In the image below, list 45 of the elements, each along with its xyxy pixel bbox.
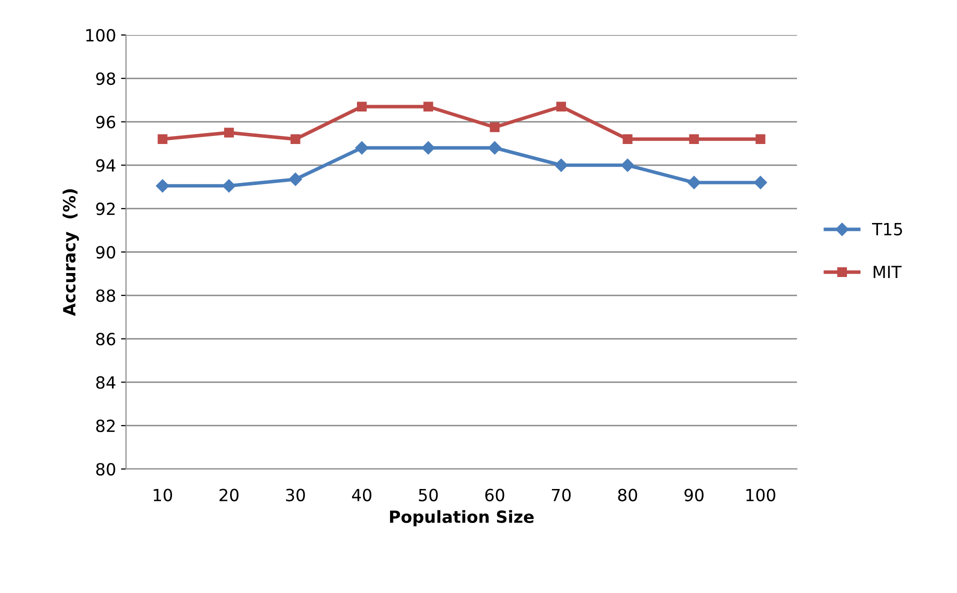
y-axis-title: Accuracy (%) xyxy=(62,189,79,316)
x-tick-label: 40 xyxy=(352,488,372,502)
y-tick-label: 90 xyxy=(96,246,116,259)
point xyxy=(224,128,234,138)
point xyxy=(355,141,368,154)
y-tick-label: 88 xyxy=(96,289,116,302)
point xyxy=(687,176,701,190)
point xyxy=(689,134,699,144)
point xyxy=(158,134,168,144)
point xyxy=(356,102,367,112)
x-tick-label: 20 xyxy=(220,488,238,502)
point xyxy=(423,102,434,112)
point xyxy=(756,134,766,144)
point xyxy=(754,176,768,190)
x-tick-label: 90 xyxy=(684,488,704,502)
x-tick-label: 60 xyxy=(485,488,504,502)
x-tick-label: 30 xyxy=(286,488,305,502)
point xyxy=(488,141,502,154)
point xyxy=(554,158,568,172)
point xyxy=(156,179,170,192)
y-tick-label: 86 xyxy=(96,332,116,346)
y-tick-label: 80 xyxy=(96,462,116,476)
point xyxy=(422,141,435,154)
point xyxy=(490,122,500,132)
point xyxy=(290,134,300,144)
y-tick-label: 100 xyxy=(86,28,116,42)
point xyxy=(222,179,236,192)
point xyxy=(288,172,302,186)
x-tick-label: 10 xyxy=(154,488,172,502)
point xyxy=(622,134,632,144)
y-tick-label: 94 xyxy=(96,159,116,172)
legend-label: T15 xyxy=(872,223,902,236)
y-tick-label: 98 xyxy=(96,72,116,85)
point xyxy=(621,158,634,172)
y-tick-label: 82 xyxy=(96,420,115,432)
x-tick-label: 100 xyxy=(746,488,776,502)
legend-label: MIT xyxy=(874,266,902,278)
y-tick-label: 92 xyxy=(96,202,115,216)
point xyxy=(556,102,566,112)
y-tick-label: 84 xyxy=(96,376,116,389)
x-axis-title: Population Size xyxy=(390,510,534,526)
x-tick-label: 50 xyxy=(418,488,438,502)
x-tick-label: 70 xyxy=(552,488,571,502)
x-tick-label: 80 xyxy=(618,488,638,502)
y-tick-label: 96 xyxy=(96,116,116,128)
